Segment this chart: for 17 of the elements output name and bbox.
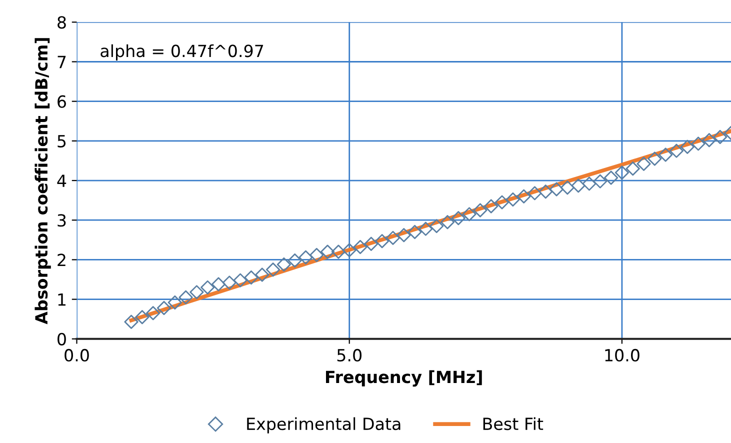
y-tick-label: 3 [58,214,66,227]
x-tick-label: 0.0 [64,348,89,362]
y-tick-label: 6 [58,95,66,108]
legend-label: Experimental Data [247,417,400,434]
y-tick-label: 2 [58,254,66,266]
x-axis-title: Frequency [MHz] [326,370,482,387]
legend-label: Best Fit [483,417,544,430]
annotation: alpha = 0.47f^0.97 [100,44,264,60]
y-tick-label: 0 [58,332,66,346]
y-tick-label: 8 [58,16,66,29]
y-tick-label: 4 [57,174,66,187]
y-axis-title: Absorption coefficient [dB/cm] [34,38,51,324]
x-tick-label: 10.0 [605,348,640,362]
y-tick-label: 7 [58,56,66,68]
y-tick-label: 1 [58,293,66,306]
y-tick-label: 5 [58,135,66,148]
x-tick-label: 5.0 [337,348,362,362]
